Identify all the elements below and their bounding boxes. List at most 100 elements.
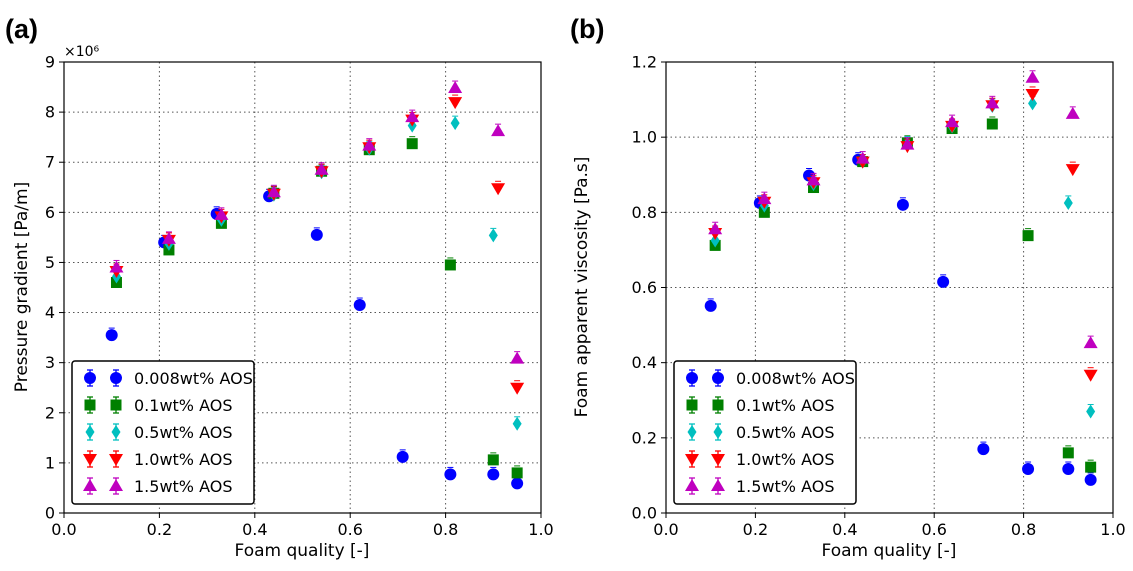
- data-point: [1025, 70, 1040, 83]
- legend-label: 0.008wt% AOS: [736, 369, 855, 388]
- data-point: [757, 192, 772, 205]
- data-point: [1085, 461, 1097, 473]
- x-tick-label: 0.4: [832, 520, 857, 539]
- legend-marker: [109, 454, 123, 466]
- plot-frame: [665, 61, 1114, 514]
- legend-marker: [110, 372, 122, 384]
- legend-marker: [686, 399, 698, 411]
- legend: 0.008wt% AOS 0.1wt% AOS 0.5wt% AOS 1.0wt% A…: [673, 360, 857, 505]
- data-point: [488, 228, 498, 243]
- legend-label: 0.5wt% AOS: [736, 423, 835, 442]
- y-tick-label: 9: [45, 53, 55, 72]
- y-tick-label: 4: [45, 303, 55, 322]
- y-tick-label: 2: [45, 403, 55, 422]
- data-point: [266, 185, 281, 198]
- data-point: [945, 115, 960, 128]
- chart-panel-a: (a) Pressure gradient [Pa/m] Foam qualit…: [0, 0, 560, 571]
- y-tick-label: 0: [45, 504, 55, 523]
- legend-marker: [711, 479, 725, 491]
- x-tick-label: 0.6: [921, 520, 946, 539]
- y-axis-label: Pressure gradient [Pa/m]: [12, 182, 32, 392]
- chart-b-svg: Foam apparent viscosity [Pa.s] Foam qual…: [572, 53, 1126, 562]
- data-point: [487, 454, 499, 466]
- data-point: [444, 259, 456, 271]
- data-point: [1065, 164, 1080, 177]
- legend-marker: [83, 479, 97, 491]
- legend-label: 1.5wt% AOS: [736, 477, 835, 496]
- data-point: [900, 137, 915, 150]
- legend-label: 0.008wt% AOS: [134, 369, 253, 388]
- y-multiplier-label: ×10⁶: [64, 44, 100, 60]
- x-tick-label: 0.0: [51, 520, 76, 539]
- legend-label: 0.1wt% AOS: [134, 396, 233, 415]
- legend-marker: [110, 399, 122, 411]
- chart-panel-b: (b) Foam apparent viscosity [Pa.s] Foam …: [560, 0, 1133, 571]
- legend-marker: [685, 454, 699, 466]
- legend-label: 1.0wt% AOS: [736, 450, 835, 469]
- data-point: [1065, 106, 1080, 119]
- y-tick-label: 0.6: [632, 278, 657, 297]
- legend-marker: [84, 372, 96, 384]
- panel-label-b: (b): [570, 14, 605, 44]
- data-point: [444, 468, 457, 481]
- x-tick-label: 1.0: [528, 520, 553, 539]
- y-tick-label: 1.0: [632, 128, 657, 147]
- data-point: [937, 275, 950, 288]
- legend-label: 1.5wt% AOS: [134, 477, 233, 496]
- y-tick-label: 5: [45, 253, 55, 272]
- y-tick-label: 8: [45, 103, 55, 122]
- data-point: [448, 97, 463, 110]
- data-point: [896, 198, 909, 211]
- data-point: [855, 151, 870, 164]
- y-axis-label: Foam apparent viscosity [Pa.s]: [572, 157, 592, 418]
- legend-marker: [686, 372, 698, 384]
- x-tick-label: 0.6: [337, 520, 362, 539]
- data-point: [396, 450, 409, 463]
- legend-marker: [711, 454, 725, 466]
- data-point: [510, 351, 525, 364]
- x-tick-label: 0.8: [433, 520, 458, 539]
- data-point: [353, 299, 366, 312]
- data-point: [450, 116, 460, 131]
- data-point: [510, 382, 525, 395]
- data-point: [704, 299, 717, 312]
- legend-marker: [712, 399, 724, 411]
- legend-marker: [83, 454, 97, 466]
- legend-marker: [685, 479, 699, 491]
- legend-marker: [712, 372, 724, 384]
- legend-marker: [713, 425, 723, 439]
- panel-label-a: (a): [5, 14, 38, 44]
- data-point: [1063, 195, 1073, 210]
- data-point: [985, 96, 1000, 109]
- data-point: [512, 416, 522, 431]
- data-point: [511, 467, 523, 479]
- data-point: [362, 138, 377, 151]
- data-point: [105, 329, 118, 342]
- plot-frame: [63, 61, 542, 514]
- data-point: [1022, 463, 1035, 476]
- y-tick-label: 0.4: [632, 353, 657, 372]
- data-point: [710, 233, 720, 248]
- data-point: [491, 183, 506, 196]
- x-tick-label: 0.2: [147, 520, 172, 539]
- y-tick-label: 6: [45, 203, 55, 222]
- x-tick-label: 1.0: [1100, 520, 1125, 539]
- data-point: [986, 118, 998, 130]
- legend-marker: [84, 399, 96, 411]
- data-point: [1028, 96, 1038, 111]
- data-point: [1025, 88, 1040, 101]
- x-tick-label: 0.2: [743, 520, 768, 539]
- data-point: [109, 260, 124, 273]
- y-tick-label: 3: [45, 353, 55, 372]
- data-point: [511, 477, 524, 490]
- data-point: [1086, 404, 1096, 419]
- data-point: [1084, 473, 1097, 486]
- legend-marker: [85, 425, 95, 439]
- legend-label: 1.0wt% AOS: [134, 450, 233, 469]
- x-axis-label: Foam quality [-]: [235, 541, 370, 561]
- legend-marker: [109, 479, 123, 491]
- y-tick-label: 1: [45, 453, 55, 472]
- data-point: [708, 222, 723, 235]
- legend-label: 0.1wt% AOS: [736, 396, 835, 415]
- y-tick-label: 7: [45, 153, 55, 172]
